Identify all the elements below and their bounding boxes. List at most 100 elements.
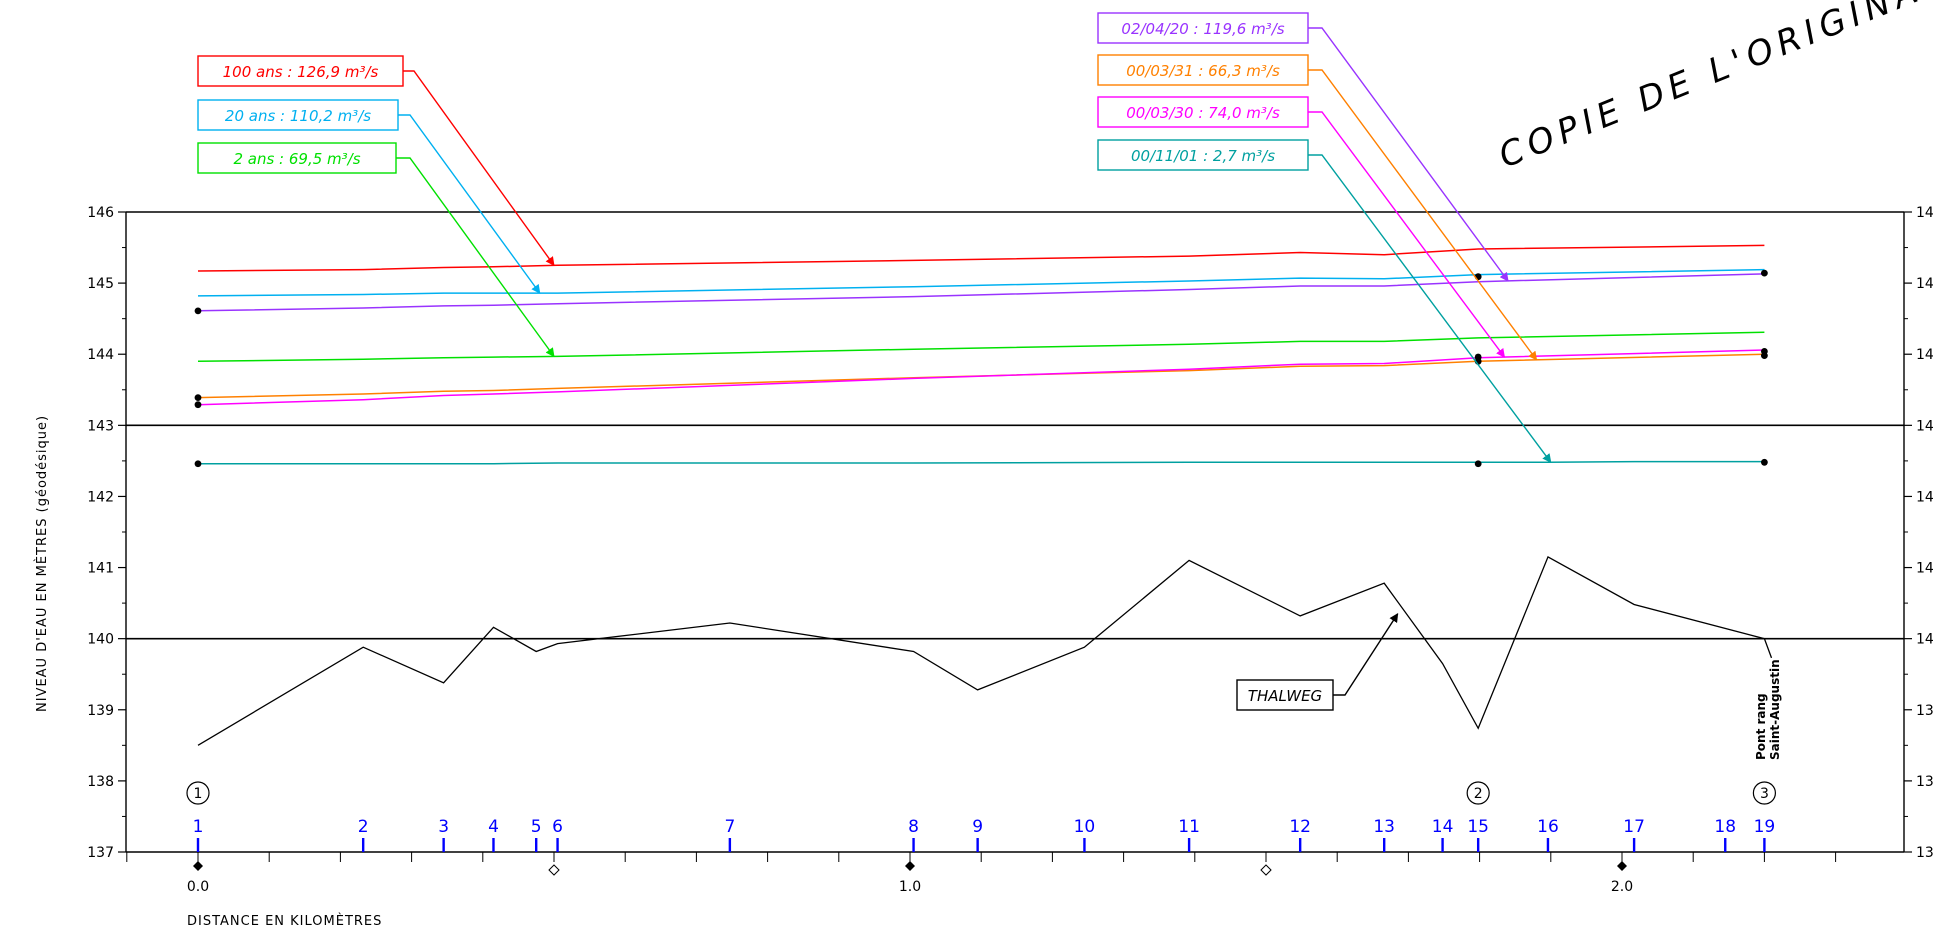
y-tick-label: 141 <box>87 561 114 577</box>
series-line-5 <box>197 349 1765 406</box>
y-tick-label: 143 <box>87 418 114 434</box>
annotation-label-5: 00/03/30 : 74,0 m³/s <box>1126 104 1280 122</box>
annotation-arrow-4 <box>1308 69 1538 361</box>
section-label-14: 14 <box>1432 817 1454 837</box>
x-half-diamond <box>1260 864 1272 876</box>
annotation-arrow-1 <box>398 114 541 294</box>
series-line-3 <box>197 331 1765 363</box>
y-tick-label: 144 <box>87 347 114 363</box>
series-line-6 <box>198 460 1765 465</box>
x-half-diamond <box>548 864 560 876</box>
x-axis-title: DISTANCE EN KILOMÈTRES <box>187 913 382 929</box>
annotation-box-6 <box>1097 139 1309 171</box>
annotation-label-3: 02/04/20 : 119,6 m³/s <box>1121 20 1284 38</box>
series-line-0 <box>197 244 1765 272</box>
station-label-3: 3 <box>1760 786 1769 802</box>
annotation-arrow-5 <box>1308 111 1506 358</box>
annotation-arrow-0 <box>403 70 555 267</box>
annotation-arrow-7 <box>1333 613 1399 696</box>
section-label-19: 19 <box>1754 817 1776 837</box>
section-label-11: 11 <box>1178 817 1200 837</box>
annotation-label-0: 100 ans : 126,9 m³/s <box>223 63 379 81</box>
annotation-box-7 <box>1236 679 1334 711</box>
y-tick-label-right: 14 <box>1916 276 1934 292</box>
y-tick-label-right: 14 <box>1916 489 1934 505</box>
y-tick-label: 139 <box>87 703 114 719</box>
x-major-diamond <box>1617 861 1627 871</box>
section-label-4: 4 <box>488 817 499 837</box>
series-line-2 <box>197 273 1765 312</box>
bridge-label: Pont rang Saint-Augustin <box>1754 659 1782 760</box>
sections-layer: 1 2 3 4 5 6 7 8 9 10 11 12 13 14 15 16 17 18 191 2 3 <box>186 781 1777 852</box>
station-circle-3 <box>1752 781 1777 805</box>
observed-point <box>1761 458 1768 466</box>
grid-layer <box>126 211 1904 640</box>
annotations-layer: 100 ans : 126,9 m³/s 20 ans : 110,2 m³/s 2… <box>197 12 1552 711</box>
station-circle-2 <box>1466 781 1490 805</box>
station-circle-1 <box>186 781 210 805</box>
x-major-diamond <box>905 861 915 871</box>
y-axis-title: NIVEAU D'EAU EN MÈTRES (géodésique) <box>34 415 50 712</box>
stamp-text: COPIE DE L'ORIGINAL <box>1493 0 1940 176</box>
section-label-13: 13 <box>1373 817 1395 837</box>
series-line-7 <box>197 555 1773 746</box>
y-tick-label: 138 <box>87 774 114 790</box>
section-label-2: 2 <box>358 817 369 837</box>
observed-point <box>1474 460 1482 468</box>
bridge-label-line2: Saint-Augustin <box>1768 659 1782 760</box>
section-label-18: 18 <box>1714 817 1736 837</box>
annotation-label-4: 00/03/31 : 66,3 m³/s <box>1126 62 1280 80</box>
section-label-1: 1 <box>193 817 204 837</box>
section-label-9: 9 <box>972 817 983 837</box>
y-tick-label: 140 <box>87 632 114 648</box>
annotation-arrow-6 <box>1308 154 1552 464</box>
observed-point <box>194 401 202 409</box>
section-label-10: 10 <box>1074 817 1096 837</box>
series-layer <box>197 244 1773 746</box>
y-tick-label-right: 13 <box>1916 774 1934 790</box>
annotation-label-7: THALWEG <box>1248 687 1322 705</box>
annotation-label-2: 2 ans : 69,5 m³/s <box>233 150 360 168</box>
annotation-label-1: 20 ans : 110,2 m³/s <box>225 107 371 125</box>
annotation-box-3 <box>1097 12 1309 44</box>
observed-points-layer <box>194 269 1768 468</box>
y-tick-label-right: 14 <box>1916 347 1934 363</box>
y-tick-label-right: 14 <box>1916 632 1934 648</box>
section-label-7: 7 <box>724 817 735 837</box>
y-tick-label: 142 <box>87 489 114 505</box>
x-major-diamond <box>193 861 203 871</box>
y-tick-label-right: 13 <box>1916 703 1934 719</box>
observed-point <box>194 307 202 315</box>
annotation-box-4 <box>1097 54 1309 86</box>
station-label-1: 1 <box>194 786 203 802</box>
annotation-box-5 <box>1097 96 1309 128</box>
y-tick-label: 145 <box>87 276 114 292</box>
annotation-box-1 <box>197 99 399 131</box>
y-tick-label-right: 14 <box>1916 561 1934 577</box>
x-tick-label: 0.0 <box>187 879 209 895</box>
observed-point <box>194 394 202 401</box>
section-label-6: 6 <box>552 817 563 837</box>
annotation-label-6: 00/11/01 : 2,7 m³/s <box>1131 147 1275 165</box>
station-label-2: 2 <box>1474 786 1483 802</box>
observed-point <box>194 460 202 468</box>
observed-point <box>1761 269 1768 277</box>
annotation-arrow-3 <box>1308 27 1509 282</box>
section-label-15: 15 <box>1467 817 1489 837</box>
x-tick-label: 2.0 <box>1611 879 1633 895</box>
bridge-label-line1: Pont rang <box>1754 693 1768 760</box>
series-line-1 <box>197 268 1765 297</box>
y-tick-label-right: 14 <box>1916 418 1934 434</box>
section-label-5: 5 <box>531 817 542 837</box>
section-label-17: 17 <box>1623 817 1645 837</box>
section-label-3: 3 <box>438 817 449 837</box>
section-label-8: 8 <box>908 817 919 837</box>
y-tick-label: 137 <box>87 845 114 861</box>
y-tick-label-right: 14 <box>1916 205 1934 221</box>
section-label-12: 12 <box>1289 817 1311 837</box>
annotation-arrow-2 <box>396 157 555 358</box>
y-tick-label-right: 13 <box>1916 845 1934 861</box>
section-label-16: 16 <box>1537 817 1559 837</box>
